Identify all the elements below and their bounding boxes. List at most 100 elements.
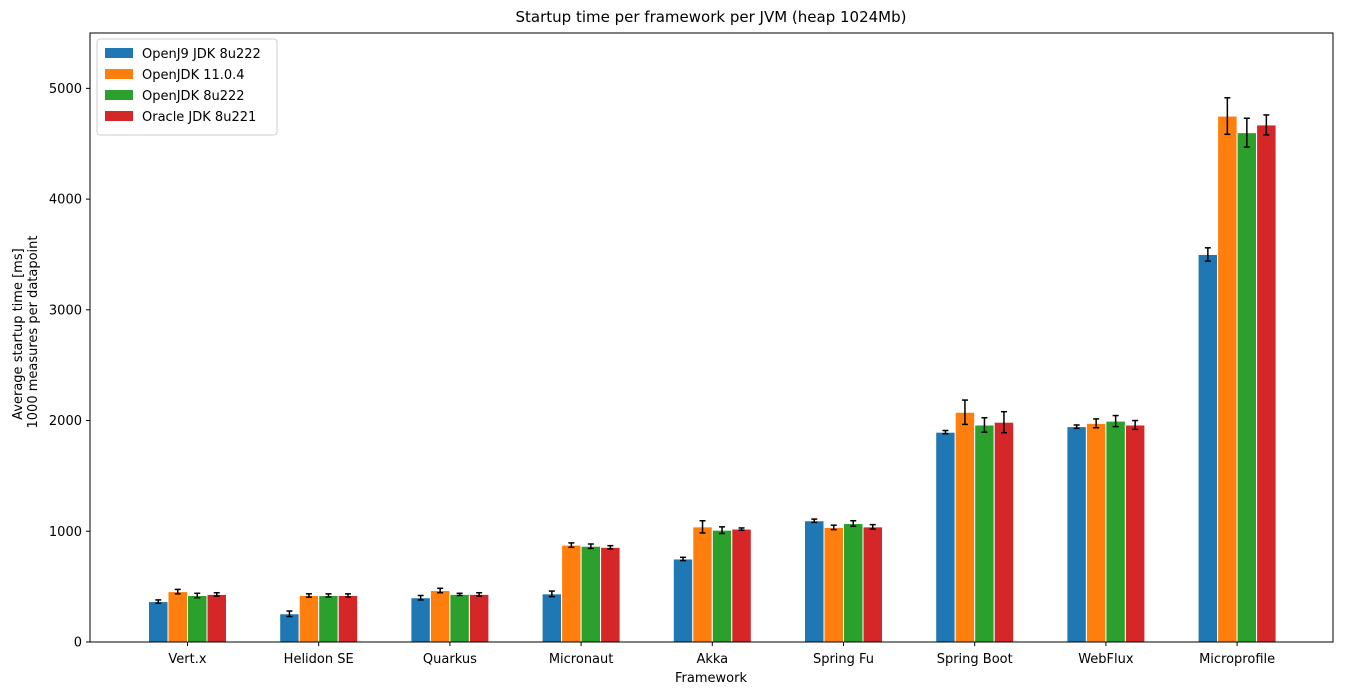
bar-spring-boot-series-4 bbox=[993, 421, 1015, 643]
error-bar-quarkus-series-1 bbox=[417, 594, 424, 601]
bar-helidon-se-series-2 bbox=[298, 594, 320, 643]
error-bar-microprofile-series-2 bbox=[1224, 97, 1231, 136]
error-bar-akka-series-2 bbox=[699, 520, 706, 534]
x-tick-label: Spring Boot bbox=[937, 652, 1013, 667]
bar-micronaut-series-2 bbox=[561, 544, 582, 643]
bar-quarkus-series-4 bbox=[468, 593, 490, 643]
x-tick-label: Microprofile bbox=[1199, 652, 1275, 667]
error-bar-microprofile-series-3 bbox=[1243, 117, 1250, 148]
bar-akka-series-4 bbox=[731, 528, 752, 643]
bar-spring-boot-series-2 bbox=[954, 411, 976, 643]
error-bar-webflux-series-2 bbox=[1093, 418, 1100, 429]
error-bar-helidon-se-series-2 bbox=[305, 593, 312, 598]
x-tick-label: Quarkus bbox=[423, 652, 477, 667]
legend-swatch-series-3 bbox=[105, 90, 133, 100]
error-bar-microprofile-series-4 bbox=[1263, 114, 1270, 136]
bar-micronaut-series-1 bbox=[541, 593, 563, 643]
y-tick-label: 0 bbox=[74, 636, 82, 651]
bar-akka-series-2 bbox=[692, 526, 713, 643]
error-bar-webflux-series-1 bbox=[1073, 424, 1080, 430]
error-bar-akka-series-3 bbox=[719, 526, 726, 535]
bar-vert-x-series-1 bbox=[148, 601, 169, 643]
error-bar-akka-series-1 bbox=[680, 556, 687, 562]
bar-microprofile-series-1 bbox=[1197, 253, 1219, 643]
bar-micronaut-series-3 bbox=[580, 545, 602, 643]
error-bar-spring-boot-series-2 bbox=[961, 399, 968, 426]
error-bars-group bbox=[155, 97, 1270, 618]
legend-label-series-1: OpenJ9 JDK 8u222 bbox=[142, 47, 261, 62]
bar-akka-series-3 bbox=[711, 529, 733, 643]
bar-quarkus-series-1 bbox=[410, 597, 431, 643]
bar-quarkus-series-2 bbox=[429, 590, 451, 643]
legend-box bbox=[96, 38, 278, 136]
x-tick-label: Helidon SE bbox=[284, 652, 354, 667]
bar-spring-fu-series-3 bbox=[843, 523, 864, 643]
legend-swatch-series-4 bbox=[105, 111, 133, 121]
error-bar-vert-x-series-4 bbox=[213, 591, 220, 597]
x-tick-label: WebFlux bbox=[1078, 652, 1134, 667]
error-bar-quarkus-series-2 bbox=[437, 587, 444, 594]
error-bar-spring-boot-series-4 bbox=[1000, 410, 1007, 434]
bar-webflux-series-4 bbox=[1124, 424, 1146, 643]
x-tick-label: Spring Fu bbox=[813, 652, 874, 667]
error-bar-quarkus-series-3 bbox=[456, 592, 463, 597]
legend-label-series-3: OpenJDK 8u222 bbox=[142, 89, 245, 104]
error-bar-helidon-se-series-4 bbox=[344, 593, 351, 598]
bar-spring-fu-series-1 bbox=[804, 520, 825, 643]
x-tick-label: Vert.x bbox=[168, 652, 206, 667]
error-bar-vert-x-series-1 bbox=[155, 599, 162, 604]
bar-webflux-series-3 bbox=[1105, 420, 1126, 643]
x-tick-label: Akka bbox=[696, 652, 728, 667]
error-bar-micronaut-series-4 bbox=[607, 544, 614, 550]
y-axis-label-line-1: Average startup time [ms] bbox=[11, 248, 26, 420]
bar-spring-boot-series-3 bbox=[974, 424, 995, 643]
legend-label-series-2: OpenJDK 11.0.4 bbox=[142, 68, 245, 83]
error-bar-micronaut-series-3 bbox=[587, 543, 594, 550]
error-bar-spring-fu-series-2 bbox=[830, 524, 837, 531]
bar-microprofile-series-2 bbox=[1217, 115, 1238, 643]
y-tick-label: 4000 bbox=[49, 193, 82, 208]
error-bar-microprofile-series-1 bbox=[1204, 247, 1211, 262]
error-bar-vert-x-series-3 bbox=[194, 592, 201, 599]
bar-microprofile-series-3 bbox=[1236, 132, 1258, 643]
error-bar-spring-fu-series-3 bbox=[850, 520, 857, 528]
legend-swatch-series-1 bbox=[105, 48, 133, 58]
y-tick-label: 1000 bbox=[49, 525, 82, 540]
x-axis-label: Framework bbox=[675, 671, 747, 686]
y-axis-label-line-2: 1000 measures per datapoint bbox=[26, 236, 41, 429]
chart-title: Startup time per framework per JVM (heap… bbox=[516, 8, 907, 26]
error-bar-micronaut-series-1 bbox=[548, 590, 555, 598]
bar-spring-fu-series-2 bbox=[823, 526, 844, 643]
error-bar-spring-boot-series-3 bbox=[981, 417, 988, 433]
bar-vert-x-series-2 bbox=[167, 591, 188, 643]
error-bar-webflux-series-3 bbox=[1112, 414, 1119, 428]
y-tick-label: 2000 bbox=[49, 414, 82, 429]
bars-group bbox=[148, 115, 1277, 643]
bar-spring-fu-series-4 bbox=[862, 526, 883, 643]
x-tick-label: Micronaut bbox=[549, 652, 614, 667]
error-bar-spring-fu-series-4 bbox=[869, 523, 876, 530]
error-bar-vert-x-series-2 bbox=[174, 588, 181, 595]
bar-micronaut-series-4 bbox=[600, 546, 621, 643]
bar-quarkus-series-3 bbox=[449, 593, 470, 643]
legend-label-series-4: Oracle JDK 8u221 bbox=[142, 110, 256, 125]
bar-helidon-se-series-1 bbox=[279, 613, 300, 643]
bar-microprofile-series-4 bbox=[1256, 124, 1277, 643]
x-axis: Vert.x Helidon SE Quarkus Micronaut Akka Spri… bbox=[168, 642, 1275, 667]
bar-webflux-series-1 bbox=[1066, 426, 1087, 643]
bar-spring-boot-series-1 bbox=[935, 431, 956, 643]
y-axis: 0 1000 2000 3000 4000 5000 bbox=[49, 82, 90, 651]
y-tick-label: 3000 bbox=[49, 303, 82, 318]
error-bar-helidon-se-series-1 bbox=[286, 610, 293, 618]
bar-akka-series-1 bbox=[672, 558, 694, 643]
bar-helidon-se-series-4 bbox=[337, 594, 359, 643]
bar-webflux-series-2 bbox=[1085, 422, 1107, 643]
error-bar-micronaut-series-2 bbox=[568, 542, 575, 549]
error-bar-spring-boot-series-1 bbox=[942, 429, 949, 435]
bar-vert-x-series-3 bbox=[187, 594, 208, 643]
error-bar-spring-fu-series-1 bbox=[811, 518, 818, 524]
legend-swatch-series-2 bbox=[105, 69, 133, 79]
plot-frame bbox=[89, 32, 1334, 643]
bar-helidon-se-series-3 bbox=[318, 594, 339, 643]
